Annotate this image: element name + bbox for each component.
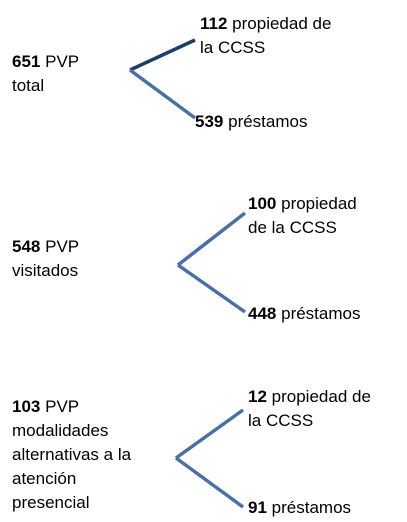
connector bbox=[174, 408, 245, 460]
number: 548 bbox=[12, 237, 41, 256]
group-total: 651 PVP total bbox=[12, 50, 79, 98]
number: 539 bbox=[195, 112, 224, 131]
label: total bbox=[12, 76, 45, 95]
text-line: 12 propiedad de bbox=[248, 385, 371, 409]
label: atención bbox=[12, 469, 77, 488]
label: préstamos bbox=[228, 112, 308, 131]
connector bbox=[129, 38, 196, 72]
text-line: atención bbox=[12, 467, 131, 491]
text-line: 651 PVP bbox=[12, 50, 79, 74]
label: la CCSS bbox=[248, 411, 314, 430]
text-line: 548 PVP bbox=[12, 235, 79, 259]
text-line: presencial bbox=[12, 491, 131, 515]
text-line: 539 préstamos bbox=[195, 110, 307, 134]
text-line: modalidades bbox=[12, 419, 131, 443]
label: la CCSS bbox=[200, 38, 266, 57]
label: propiedad bbox=[281, 194, 357, 213]
label: de la CCSS bbox=[248, 218, 337, 237]
group-total: 548 PVP visitados bbox=[12, 235, 79, 283]
text-line: 91 préstamos bbox=[248, 496, 351, 520]
label: presencial bbox=[12, 493, 90, 512]
text-line: visitados bbox=[12, 259, 79, 283]
label: alternativas a la bbox=[12, 445, 132, 464]
label: propiedad de bbox=[271, 387, 371, 406]
number: 651 bbox=[12, 52, 41, 71]
text-line: 103 PVP bbox=[12, 395, 131, 419]
label: PVP bbox=[45, 237, 80, 256]
label: visitados bbox=[12, 261, 79, 280]
connector bbox=[128, 68, 197, 120]
connector bbox=[174, 456, 245, 509]
branch: 100 propiedad de la CCSS bbox=[248, 192, 357, 240]
branch: 12 propiedad de la CCSS bbox=[248, 385, 371, 433]
group-total: 103 PVP modalidades alternativas a la atenc… bbox=[12, 395, 131, 515]
label: modalidades bbox=[12, 421, 109, 440]
number: 103 bbox=[12, 397, 41, 416]
text-line: la CCSS bbox=[200, 36, 331, 60]
text-line: 112 propiedad de bbox=[200, 12, 331, 36]
number: 448 bbox=[248, 304, 277, 323]
label: propiedad de bbox=[232, 14, 332, 33]
label: préstamos bbox=[271, 498, 352, 517]
connector bbox=[176, 263, 247, 314]
label: PVP bbox=[45, 397, 80, 416]
number: 91 bbox=[248, 498, 267, 517]
number: 12 bbox=[248, 387, 267, 406]
text-line: 100 propiedad bbox=[248, 192, 357, 216]
branch: 539 préstamos bbox=[195, 110, 307, 134]
text-line: total bbox=[12, 74, 79, 98]
branch: 112 propiedad de la CCSS bbox=[200, 12, 331, 60]
text-line: la CCSS bbox=[248, 409, 371, 433]
label: préstamos bbox=[281, 304, 361, 323]
number: 100 bbox=[248, 194, 277, 213]
text-line: 448 préstamos bbox=[248, 302, 360, 326]
label: PVP bbox=[45, 52, 80, 71]
branch: 91 préstamos bbox=[248, 496, 351, 520]
branch: 448 préstamos bbox=[248, 302, 360, 326]
text-line: de la CCSS bbox=[248, 216, 357, 240]
connector bbox=[176, 211, 247, 267]
text-line: alternativas a la bbox=[12, 443, 131, 467]
number: 112 bbox=[200, 14, 228, 33]
